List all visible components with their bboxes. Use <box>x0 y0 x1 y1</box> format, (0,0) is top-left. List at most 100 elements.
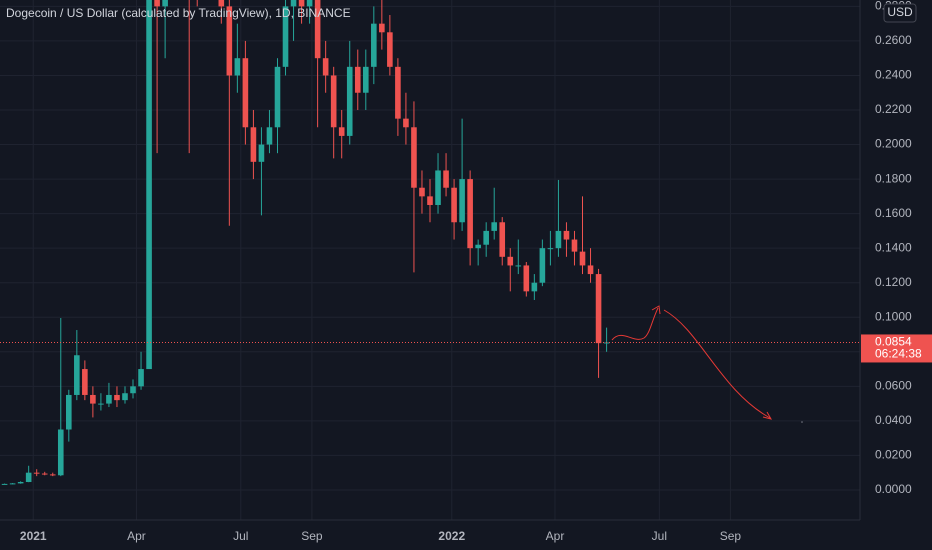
y-tick-label: 0.2200 <box>875 102 912 116</box>
arrow-head <box>762 411 773 420</box>
candle-body <box>354 66 361 93</box>
y-tick-label: 0.1800 <box>875 171 912 185</box>
candle-body <box>234 58 241 76</box>
candle-body <box>459 179 465 223</box>
x-tick-label: Jul <box>233 529 248 543</box>
candle-body <box>162 0 168 7</box>
candle-body <box>282 6 289 67</box>
candle-body <box>154 0 160 7</box>
forecast-curve <box>663 309 771 419</box>
candle-body <box>467 179 473 249</box>
forecast-curve <box>611 307 659 341</box>
candle-body <box>298 0 305 7</box>
dot <box>801 421 803 423</box>
candle-body <box>314 0 321 59</box>
candle-body <box>443 170 449 188</box>
x-tick-label: 2022 <box>438 529 465 543</box>
candle-body <box>250 127 257 162</box>
candle-body <box>555 230 562 249</box>
candle-body <box>106 394 112 404</box>
candle-body <box>451 187 457 223</box>
x-tick-label: Apr <box>546 529 565 543</box>
y-tick-label: 0.2400 <box>875 68 912 82</box>
candle-body <box>122 393 128 401</box>
candle-body <box>411 127 417 188</box>
candle-body <box>98 403 104 405</box>
candle-body <box>74 355 80 395</box>
drawing <box>611 305 803 423</box>
candle-body <box>379 23 385 33</box>
candle-body <box>130 386 136 394</box>
candle-body <box>146 0 152 370</box>
candle-body <box>427 196 433 205</box>
candle-body <box>531 282 538 292</box>
candle-body <box>266 127 273 145</box>
last-price-box <box>861 334 932 363</box>
candle-body <box>49 474 56 476</box>
candle-body <box>371 23 377 67</box>
candle-body <box>523 265 530 292</box>
candle-body <box>66 394 72 430</box>
x-tick-label: Jul <box>652 529 667 543</box>
candle-body <box>587 265 594 275</box>
candle-body <box>579 251 586 266</box>
y-tick-label: 0.0600 <box>875 379 912 393</box>
candle-body <box>483 230 489 245</box>
last-price-label: 0.0854 <box>875 335 912 349</box>
candle-body <box>138 369 144 387</box>
y-tick-label: 0.1000 <box>875 309 912 323</box>
candle-body <box>403 118 409 128</box>
candle-body <box>242 58 249 128</box>
candle-body <box>33 472 40 474</box>
candle-body <box>114 394 120 401</box>
candle-body <box>17 482 24 484</box>
candle-body <box>290 0 297 7</box>
countdown: 06:24:38 <box>875 347 922 361</box>
y-tick-label: 0.2000 <box>875 137 912 151</box>
candle-body <box>387 32 393 67</box>
candle-body <box>41 473 48 475</box>
y-tick-label: 0.0000 <box>875 482 912 496</box>
x-tick-label: Sep <box>720 529 742 543</box>
candle-body <box>218 0 225 7</box>
candle-body <box>330 75 337 128</box>
x-tick-label: 2021 <box>20 529 47 543</box>
candle-body <box>539 248 546 283</box>
candle-body <box>499 222 506 257</box>
candle-body <box>563 230 570 240</box>
candle-body <box>25 472 32 483</box>
axes: 0.00000.02000.04000.06000.08000.10000.12… <box>20 0 912 543</box>
y-tick-label: 0.1400 <box>875 240 912 254</box>
candle-body <box>362 66 369 93</box>
candle-body <box>9 483 16 485</box>
candle-body <box>395 66 401 119</box>
candle-body <box>346 66 353 136</box>
candle-body <box>1 483 8 485</box>
candle-body <box>338 127 345 136</box>
grid <box>0 0 860 520</box>
candle-body <box>258 144 265 162</box>
candle-body <box>306 0 313 7</box>
candle-body <box>226 6 233 76</box>
chart-title: Dogecoin / US Dollar (calculated by Trad… <box>6 6 351 20</box>
currency-badge[interactable] <box>883 3 917 23</box>
y-tick-label: 0.0400 <box>875 413 912 427</box>
y-tick-label: 0.0200 <box>875 448 912 462</box>
candle-body <box>515 265 522 267</box>
candle-body <box>475 244 481 249</box>
x-tick-label: Sep <box>301 529 323 543</box>
y-tick-label: 0.1200 <box>875 275 912 289</box>
currency: USD <box>887 5 913 19</box>
x-tick-label: Apr <box>127 529 146 543</box>
candle-body <box>322 58 329 76</box>
candle-body <box>57 429 64 476</box>
y-tick-label: 0.2600 <box>875 33 912 47</box>
candle-body <box>90 394 96 404</box>
y-tick-label: 0.1600 <box>875 206 912 220</box>
candle-body <box>435 170 441 205</box>
candle-body <box>82 369 88 395</box>
arrow-head <box>651 305 661 315</box>
candle-body <box>419 187 425 197</box>
